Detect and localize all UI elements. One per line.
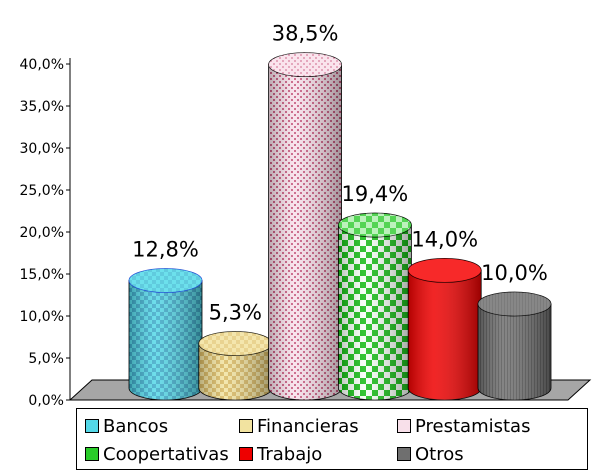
y-tick-label: 40,0%: [20, 57, 64, 73]
y-axis-ticks: 0,0% 5,0% 10,0% 15,0% 20,0% 25,0% 30,0% 35,0% 40…: [20, 57, 70, 409]
legend-item-financieras: Financieras: [239, 413, 359, 439]
legend: Bancos Financieras Prestamistas Coopertativ…: [76, 408, 588, 470]
legend-item-otros: Otros: [397, 441, 464, 467]
bar-shading: [268, 64, 342, 400]
bar-trabajo: [407, 257, 482, 401]
bar-top-texture: [268, 52, 342, 77]
bars: [128, 52, 552, 401]
legend-item-bancos: Bancos: [85, 413, 168, 439]
y-tick-label: 15,0%: [20, 267, 64, 283]
data-label: 19,4%: [342, 182, 409, 206]
y-tick-label: 5,0%: [28, 351, 64, 367]
data-label: 12,8%: [132, 237, 199, 261]
bar-shading: [478, 304, 551, 401]
legend-swatch: [85, 419, 99, 433]
y-tick-label: 10,0%: [20, 309, 64, 325]
bar-top-texture: [338, 213, 412, 238]
legend-swatch: [85, 447, 99, 461]
legend-label: Otros: [415, 443, 464, 465]
legend-item-coopertativas: Coopertativas: [85, 441, 229, 467]
bar-shading: [338, 225, 412, 401]
legend-swatch: [397, 419, 411, 433]
bar-otros: [477, 291, 552, 401]
data-labels: 12,8% 5,3% 38,5% 19,4%14,0%10,0%: [132, 22, 548, 325]
legend-label: Financieras: [257, 415, 359, 437]
legend-label: Prestamistas: [415, 415, 531, 437]
data-label: 38,5%: [272, 22, 339, 46]
bar-shading: [408, 270, 482, 401]
bar-coopertativas: [337, 212, 412, 401]
legend-item-trabajo: Trabajo: [239, 441, 322, 467]
y-tick-label: 25,0%: [20, 183, 64, 199]
bar-prestamistas: [268, 52, 343, 401]
legend-label: Bancos: [103, 415, 169, 437]
legend-item-prestamistas: Prestamistas: [397, 413, 530, 439]
legend-swatch: [239, 419, 253, 433]
bar-shading: [129, 280, 202, 401]
legend-label: Coopertativas: [103, 443, 229, 465]
y-tick-label: 35,0%: [20, 99, 64, 115]
legend-swatch: [397, 447, 411, 461]
data-label: 14,0%: [411, 227, 478, 251]
bar-top-texture: [129, 268, 202, 293]
legend-label: Trabajo: [257, 443, 323, 465]
legend-swatch: [239, 447, 253, 461]
bar-top-texture: [478, 292, 551, 316]
y-tick-label: 20,0%: [20, 225, 64, 241]
bar-bancos: [128, 268, 203, 401]
bar-financieras: [198, 331, 273, 401]
bar-top-texture: [408, 258, 482, 283]
data-label: 5,3%: [209, 300, 262, 324]
bar-chart: 0,0% 5,0% 10,0% 15,0% 20,0% 25,0% 30,0% 35,0% 40…: [20, 22, 592, 409]
bar-shading: [198, 343, 272, 401]
y-tick-label: 0,0%: [28, 393, 64, 409]
y-tick-label: 30,0%: [20, 141, 64, 157]
data-label: 10,0%: [481, 261, 548, 285]
bar-top-texture: [198, 331, 272, 356]
